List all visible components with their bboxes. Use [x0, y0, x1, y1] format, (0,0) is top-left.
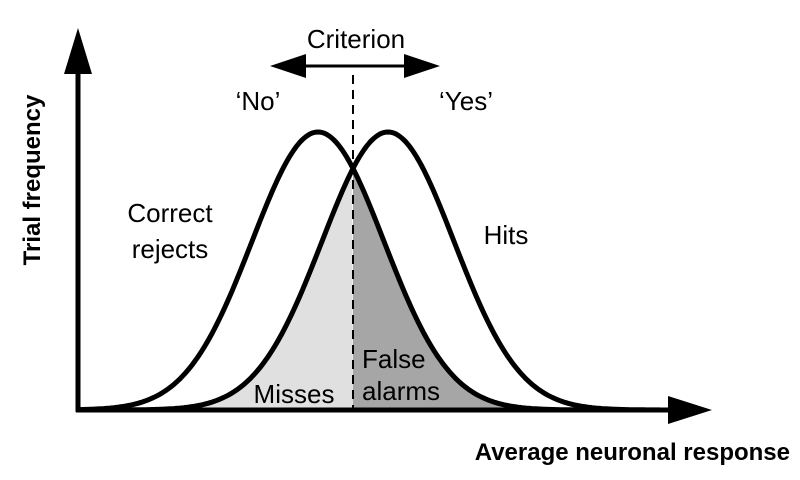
criterion-arrow-right — [404, 54, 440, 78]
no-label: ‘No’ — [236, 86, 281, 116]
correct-rejects-line2: rejects — [132, 234, 209, 264]
misses-label: Misses — [254, 379, 335, 409]
criterion-arrow-left — [270, 54, 306, 78]
yes-label: ‘Yes’ — [439, 86, 493, 116]
x-axis-label: Average neuronal response — [475, 439, 790, 466]
y-axis-label: Trial frequency — [19, 94, 46, 265]
misses-area — [170, 170, 353, 410]
false-alarms-line2: alarms — [362, 376, 440, 406]
false-alarms-line1: False — [362, 344, 426, 374]
false-alarms-area — [353, 168, 540, 410]
y-axis-arrow — [64, 28, 92, 74]
correct-rejects-line1: Correct — [127, 198, 213, 228]
x-axis-arrow — [668, 396, 712, 424]
criterion-label: Criterion — [307, 24, 405, 54]
hits-label: Hits — [484, 220, 529, 250]
